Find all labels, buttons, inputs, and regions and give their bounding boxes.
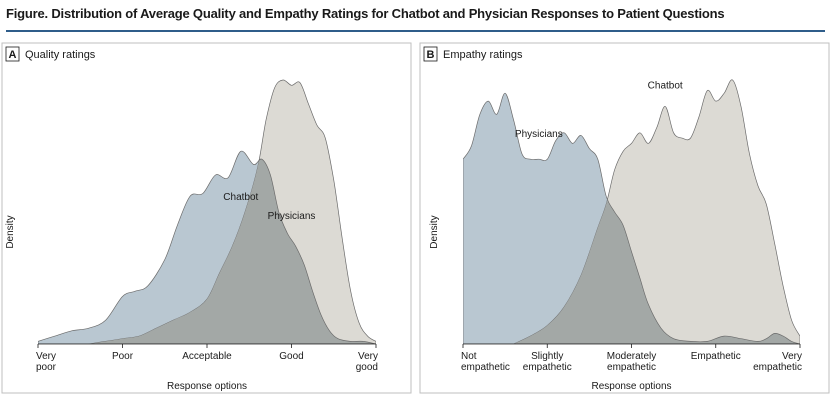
title-rule <box>6 30 825 32</box>
curve-label-chatbot: Chatbot <box>223 192 258 203</box>
x-tick-label: Moderately <box>607 351 656 362</box>
panel-border <box>1 42 412 394</box>
figure-title: Figure. Distribution of Average Quality … <box>6 6 725 21</box>
x-tick-label: Not <box>461 351 477 362</box>
y-axis-label: Density <box>429 215 440 248</box>
panel-letter-box <box>423 46 438 62</box>
x-axis-label: Response options <box>591 381 671 392</box>
x-tick-label: empathetic <box>607 362 656 373</box>
x-tick-label: good <box>356 362 378 373</box>
panel-b: B Empathy ratingsNotempatheticSlightlyemp… <box>419 42 830 394</box>
panel-letter: B <box>427 49 435 61</box>
x-tick-label: Poor <box>112 351 134 362</box>
curve-label-physicians: Physicians <box>515 129 563 140</box>
x-axis-label: Response options <box>167 381 247 392</box>
panel-letter-box <box>5 46 20 62</box>
x-tick-label: empathetic <box>461 362 510 373</box>
x-tick-label: empathetic <box>523 362 572 373</box>
panel-letter: A <box>9 49 17 61</box>
x-tick-label: Acceptable <box>182 351 232 362</box>
x-tick-label: Very <box>358 351 378 362</box>
x-tick-label: Empathetic <box>691 351 741 362</box>
curve-label-chatbot: Chatbot <box>648 80 683 91</box>
panel-border <box>419 42 830 394</box>
x-tick-label: empathetic <box>753 362 802 373</box>
curve-label-physicians: Physicians <box>268 211 316 222</box>
x-tick-label: Very <box>782 351 802 362</box>
density-layer <box>463 79 800 344</box>
x-tick-label: Slightly <box>531 351 563 362</box>
y-axis-label: Density <box>5 215 16 248</box>
panel-title: Empathy ratings <box>443 49 523 61</box>
x-tick-label: Very <box>36 351 56 362</box>
density-layer <box>38 79 376 344</box>
x-tick-label: poor <box>36 362 57 373</box>
panel-title: Quality ratings <box>25 49 96 61</box>
x-tick-label: Good <box>279 351 303 362</box>
